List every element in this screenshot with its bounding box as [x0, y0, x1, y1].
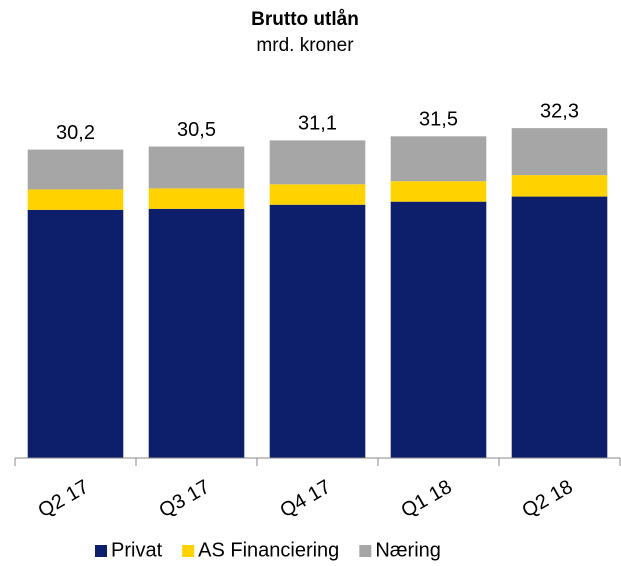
bar-segment [148, 208, 245, 458]
bar-segment [511, 175, 608, 197]
bar-segment [269, 184, 366, 205]
x-tick-label: Q3 17 [155, 476, 213, 522]
legend-label: Næring [375, 539, 441, 561]
x-tick-label: Q2 18 [518, 476, 576, 522]
bar-segment [148, 188, 245, 209]
x-tick-label: Q4 17 [276, 476, 334, 522]
bar-segment [269, 140, 366, 185]
chart-title: Brutto utlån [251, 9, 359, 30]
total-label: 30,2 [56, 122, 95, 144]
bar-segment [390, 201, 487, 458]
bar-segment [148, 146, 245, 189]
total-label: 30,5 [177, 119, 216, 141]
bar-segment [511, 128, 608, 176]
legend-swatch [182, 545, 195, 557]
bar-segment [27, 149, 124, 190]
total-label: 32,3 [540, 100, 579, 122]
bar-segment [27, 209, 124, 458]
bar-segment [390, 181, 487, 202]
bar-segment [390, 136, 487, 182]
x-tick-label: Q1 18 [397, 476, 455, 522]
x-tick-label: Q2 17 [34, 476, 92, 522]
legend-label: AS Financiering [198, 539, 339, 561]
legend-swatch [95, 545, 107, 557]
bar-segment [511, 196, 608, 458]
total-label: 31,5 [419, 109, 458, 131]
legend-swatch [359, 545, 372, 557]
bar-segment [269, 204, 366, 458]
bar-segment [27, 189, 124, 210]
legend-label: Privat [111, 539, 163, 561]
chart-subtitle: mrd. kroner [256, 35, 354, 56]
total-label: 31,1 [298, 113, 337, 135]
